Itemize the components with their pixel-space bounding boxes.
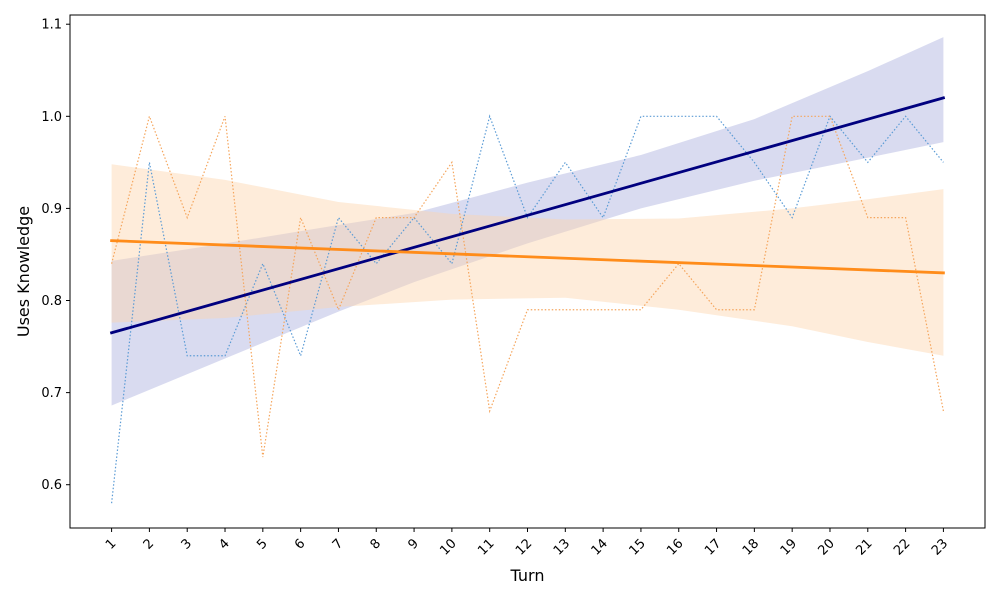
x-tick-label: 23 bbox=[929, 536, 951, 558]
y-tick-label: 0.6 bbox=[41, 478, 62, 493]
x-tick-label: 14 bbox=[589, 536, 611, 558]
trend-blue-band bbox=[111, 37, 944, 406]
x-tick-label: 6 bbox=[292, 536, 308, 552]
trend-lines bbox=[109, 96, 946, 335]
x-tick-label: 15 bbox=[626, 536, 648, 558]
trend-blue-line bbox=[109, 96, 946, 335]
y-tick-label: 0.9 bbox=[41, 202, 62, 217]
x-tick-label: 7 bbox=[330, 536, 346, 552]
x-tick-label: 20 bbox=[816, 536, 838, 558]
x-tick-label: 3 bbox=[179, 536, 195, 552]
x-tick-label: 21 bbox=[853, 536, 875, 558]
series-orange-line bbox=[111, 114, 944, 458]
x-tick-label: 4 bbox=[216, 536, 232, 552]
x-tick-label: 22 bbox=[891, 536, 913, 558]
x-axis-title: Turn bbox=[510, 566, 545, 585]
y-tick-label: 1.1 bbox=[41, 18, 62, 33]
y-tick-label: 0.8 bbox=[41, 294, 62, 309]
x-tick-label: 11 bbox=[475, 536, 497, 558]
x-tick-label: 18 bbox=[740, 536, 762, 558]
x-tick-label: 19 bbox=[778, 536, 800, 558]
x-tick-label: 10 bbox=[437, 536, 459, 558]
y-tick-label: 0.7 bbox=[41, 386, 62, 401]
x-tick-label: 17 bbox=[702, 536, 724, 558]
trend-orange-line bbox=[110, 239, 945, 275]
x-tick-label: 13 bbox=[551, 536, 573, 558]
x-tick-label: 5 bbox=[254, 536, 270, 552]
x-tick-label: 8 bbox=[368, 536, 384, 552]
x-tick-label: 2 bbox=[141, 536, 157, 552]
x-tick-label: 16 bbox=[664, 536, 686, 558]
x-tick-label: 9 bbox=[405, 536, 421, 552]
y-axis-title: Uses Knowledge bbox=[14, 206, 33, 337]
x-tick-label: 12 bbox=[513, 536, 535, 558]
trend-orange-band bbox=[111, 164, 944, 356]
confidence-bands bbox=[111, 37, 944, 406]
y-axis-ticks: 0.6 0.7 0.8 0.9 1.0 1.1 bbox=[41, 18, 70, 493]
y-tick-label: 1.0 bbox=[41, 110, 62, 125]
x-tick-label: 1 bbox=[103, 536, 119, 552]
x-axis-ticks: 1 2 3 4 5 6 7 8 9 10 11 12 13 14 15 16 17 18 19 20 21 22 23 bbox=[103, 528, 951, 559]
